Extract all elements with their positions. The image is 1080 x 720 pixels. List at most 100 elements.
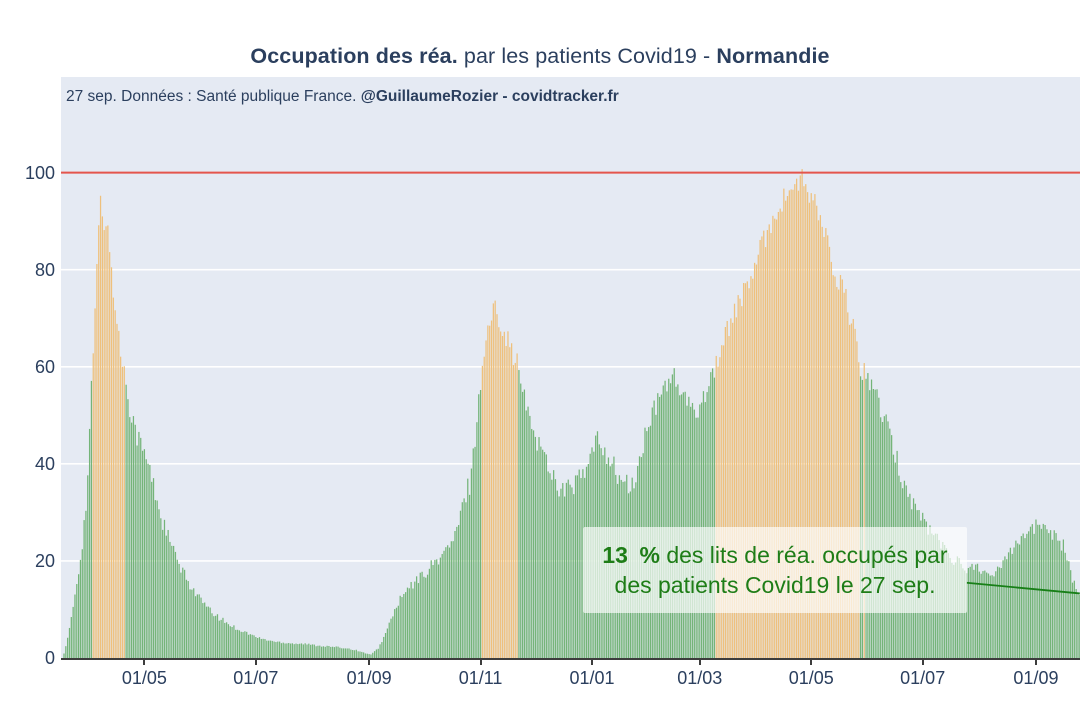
day-bar <box>470 468 473 658</box>
day-bar <box>503 331 505 658</box>
day-bar <box>832 275 834 658</box>
day-bar <box>120 356 122 658</box>
x-tick-mark <box>921 660 924 665</box>
day-bar <box>372 652 374 658</box>
day-bar <box>984 570 986 658</box>
day-bar <box>278 641 281 658</box>
day-bar <box>141 450 144 658</box>
day-bar <box>415 576 418 658</box>
day-bar <box>110 267 113 658</box>
day-bar <box>176 559 178 658</box>
day-bar <box>500 331 502 658</box>
subtitle-credit: @GuillaumeRozier - covidtracker.fr <box>360 88 619 105</box>
day-bar <box>812 200 814 658</box>
day-bar <box>858 362 860 658</box>
day-bar <box>483 356 485 658</box>
day-bar <box>196 594 198 658</box>
day-bar <box>702 391 705 658</box>
day-bar <box>551 479 553 658</box>
day-bar <box>403 593 405 658</box>
day-bar <box>845 288 847 658</box>
day-bar <box>1024 538 1026 658</box>
day-bar <box>669 383 672 658</box>
day-bar <box>492 303 494 658</box>
day-bar <box>523 389 526 658</box>
day-bar <box>744 283 747 658</box>
day-bar <box>969 566 971 658</box>
day-bar <box>814 194 816 658</box>
day-bar <box>1026 533 1028 658</box>
day-bar <box>439 557 441 658</box>
day-bar <box>381 642 383 658</box>
day-bar <box>532 430 535 658</box>
day-bar <box>828 246 831 658</box>
day-bar <box>1037 524 1039 658</box>
day-bar <box>118 330 120 658</box>
day-bar <box>836 286 838 658</box>
day-bar <box>668 378 670 658</box>
day-bar <box>779 208 781 658</box>
day-bar <box>830 261 832 658</box>
day-bar <box>129 417 131 658</box>
day-bar <box>414 581 416 658</box>
day-bar <box>726 320 728 658</box>
day-bar <box>743 283 745 658</box>
day-bar <box>412 588 414 658</box>
day-bar <box>202 603 204 658</box>
day-bar <box>759 239 761 658</box>
day-bar <box>783 188 785 658</box>
day-bar <box>286 643 288 658</box>
day-bar <box>838 289 840 658</box>
day-bar <box>163 519 166 658</box>
day-bar <box>752 278 754 658</box>
day-bar <box>852 318 854 658</box>
day-bar <box>874 389 876 658</box>
day-bar <box>1070 570 1072 658</box>
day-bar <box>839 275 842 658</box>
day-bar <box>178 563 180 658</box>
day-bar <box>421 571 423 658</box>
day-bar <box>350 649 352 658</box>
day-bar <box>81 549 83 658</box>
day-bar <box>567 479 569 658</box>
day-bar <box>987 573 990 658</box>
day-bar <box>788 190 790 658</box>
day-bar <box>772 215 774 658</box>
day-bar <box>965 573 968 658</box>
day-bar <box>755 264 758 658</box>
day-bar <box>162 529 164 658</box>
day-bar <box>1011 553 1013 658</box>
day-bar <box>229 626 231 658</box>
day-bar <box>876 389 878 658</box>
day-bar <box>545 454 547 658</box>
day-bar <box>443 550 445 658</box>
day-bar <box>534 436 536 658</box>
day-bar <box>1075 589 1077 658</box>
day-bar <box>399 595 401 658</box>
day-bar <box>841 279 843 658</box>
day-bar <box>1031 524 1033 658</box>
day-bar <box>976 563 979 658</box>
y-tick-label-0: 0 <box>44 648 55 668</box>
x-tick-mark <box>368 660 371 665</box>
day-bar <box>1059 540 1061 658</box>
day-bar <box>183 569 186 658</box>
day-bar <box>300 643 303 658</box>
day-bar <box>452 541 454 658</box>
day-bar <box>375 649 378 658</box>
day-bar <box>227 624 230 658</box>
x-tick-label-5: 01/03 <box>677 668 723 688</box>
day-bar <box>850 323 853 658</box>
day-bar <box>67 637 69 658</box>
day-bar <box>498 327 500 658</box>
day-bar <box>1064 552 1066 658</box>
day-bar <box>474 446 476 658</box>
day-bar <box>706 392 708 658</box>
day-bar <box>116 323 118 658</box>
day-bar <box>288 642 290 658</box>
y-tick-label-40: 40 <box>34 453 55 474</box>
day-bar <box>185 579 188 658</box>
day-bar <box>408 588 410 658</box>
day-bar <box>134 424 136 658</box>
day-bar <box>790 189 792 658</box>
